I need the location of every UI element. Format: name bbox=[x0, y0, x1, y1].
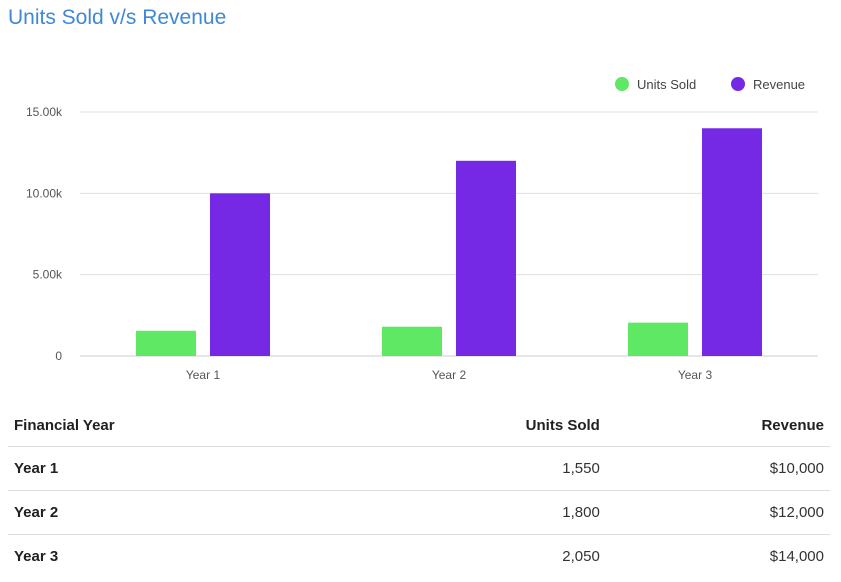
bar-chart: 0 5.00k 10.00k 15.00k Year 1 Year 2 Year 3 Un… bbox=[26, 77, 818, 382]
row-units-sold: 1,550 bbox=[562, 460, 600, 477]
x-axis-labels: Year 1 Year 2 Year 3 bbox=[186, 368, 713, 382]
legend-swatch bbox=[731, 77, 745, 91]
bar-units-sold bbox=[382, 326, 442, 356]
legend: Units Sold Revenue bbox=[615, 77, 805, 92]
row-year: Year 2 bbox=[14, 504, 59, 521]
y-tick-label: 15.00k bbox=[26, 105, 63, 119]
table-header-row: Financial Year Units Sold Revenue bbox=[8, 404, 830, 447]
y-tick-label: 5.00k bbox=[33, 268, 63, 282]
bar-revenue bbox=[702, 128, 762, 356]
x-tick-label: Year 1 bbox=[186, 368, 221, 382]
header-units-sold[interactable]: Units Sold bbox=[525, 416, 600, 434]
x-tick-label: Year 2 bbox=[432, 368, 467, 382]
y-tick-label: 0 bbox=[55, 349, 62, 363]
header-financial-year[interactable]: Financial Year bbox=[14, 416, 115, 434]
row-revenue: $12,000 bbox=[769, 504, 824, 521]
legend-label: Revenue bbox=[753, 77, 805, 92]
row-revenue: $10,000 bbox=[769, 460, 824, 477]
chart-title: Units Sold v/s Revenue bbox=[8, 6, 227, 29]
table-row: Year 3 2,050 $14,000 bbox=[8, 534, 830, 579]
row-units-sold: 1,800 bbox=[562, 504, 600, 521]
table-row: Year 2 1,800 $12,000 bbox=[8, 490, 830, 535]
bar-revenue bbox=[456, 160, 516, 356]
bar-revenue bbox=[210, 193, 270, 356]
data-table: Financial Year Units Sold Revenue Year 1… bbox=[8, 404, 830, 578]
gridlines bbox=[80, 111, 818, 357]
row-units-sold: 2,050 bbox=[562, 548, 600, 565]
bar-units-sold bbox=[136, 330, 196, 356]
row-revenue: $14,000 bbox=[769, 548, 824, 565]
x-tick-label: Year 3 bbox=[678, 368, 713, 382]
bar-units-sold bbox=[628, 322, 688, 356]
row-year: Year 3 bbox=[14, 548, 59, 565]
bars bbox=[136, 128, 762, 356]
header-revenue[interactable]: Revenue bbox=[761, 416, 824, 434]
row-year: Year 1 bbox=[14, 460, 59, 477]
y-tick-label: 10.00k bbox=[26, 186, 63, 200]
legend-swatch bbox=[615, 77, 629, 91]
table-row: Year 1 1,550 $10,000 bbox=[8, 446, 830, 491]
legend-label: Units Sold bbox=[637, 77, 696, 92]
y-axis-labels: 0 5.00k 10.00k 15.00k bbox=[26, 105, 63, 363]
